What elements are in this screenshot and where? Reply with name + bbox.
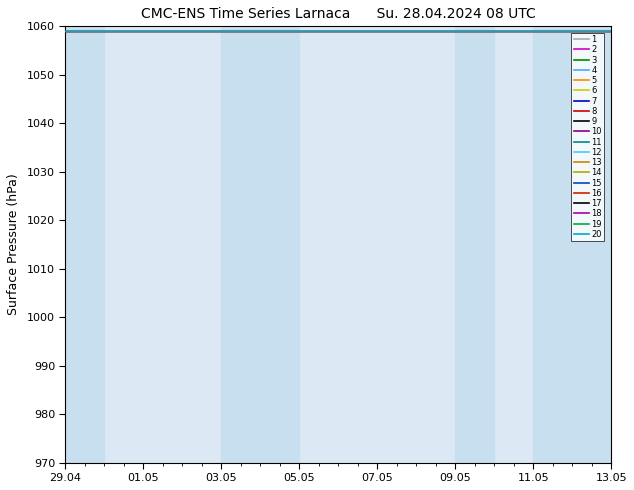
Bar [221,26,299,463]
Legend: 1, 2, 3, 4, 5, 6, 7, 8, 9, 10, 11, 12, 13, 14, 15, 16, 17, 18, 19, 20: 1, 2, 3, 4, 5, 6, 7, 8, 9, 10, 11, 12, 1… [571,33,604,242]
Bar [65,26,105,463]
Bar [533,26,611,463]
Title: CMC-ENS Time Series Larnaca      Su. 28.04.2024 08 UTC: CMC-ENS Time Series Larnaca Su. 28.04.20… [141,7,536,21]
Bar [455,26,495,463]
Y-axis label: Surface Pressure (hPa): Surface Pressure (hPa) [7,173,20,316]
